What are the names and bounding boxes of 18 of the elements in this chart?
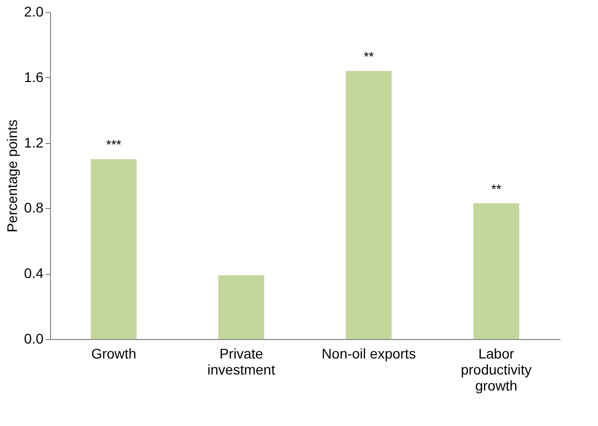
y-axis-title: Percentage points xyxy=(4,120,20,232)
y-tick-label: 0.0 xyxy=(24,330,44,346)
y-tick-label: 0.8 xyxy=(24,200,44,216)
bar xyxy=(473,203,520,339)
x-tick-label: Private investment xyxy=(207,346,276,378)
annotation: *** xyxy=(106,137,122,152)
y-tick-label: 1.2 xyxy=(24,134,44,150)
annotation: ** xyxy=(364,48,374,64)
y-tick-label: 0.4 xyxy=(24,265,44,282)
x-tick-label: Growth xyxy=(91,346,136,362)
bar xyxy=(218,275,264,339)
y-tick-label: 2.0 xyxy=(24,4,44,20)
annotation: ** xyxy=(491,181,502,196)
x-tick-label: Labor productivity growth xyxy=(460,346,532,394)
bar xyxy=(90,159,137,339)
bar xyxy=(346,70,392,339)
x-tick-label: Non-oil exports xyxy=(322,346,416,362)
y-tick-label: 1.6 xyxy=(24,68,44,85)
